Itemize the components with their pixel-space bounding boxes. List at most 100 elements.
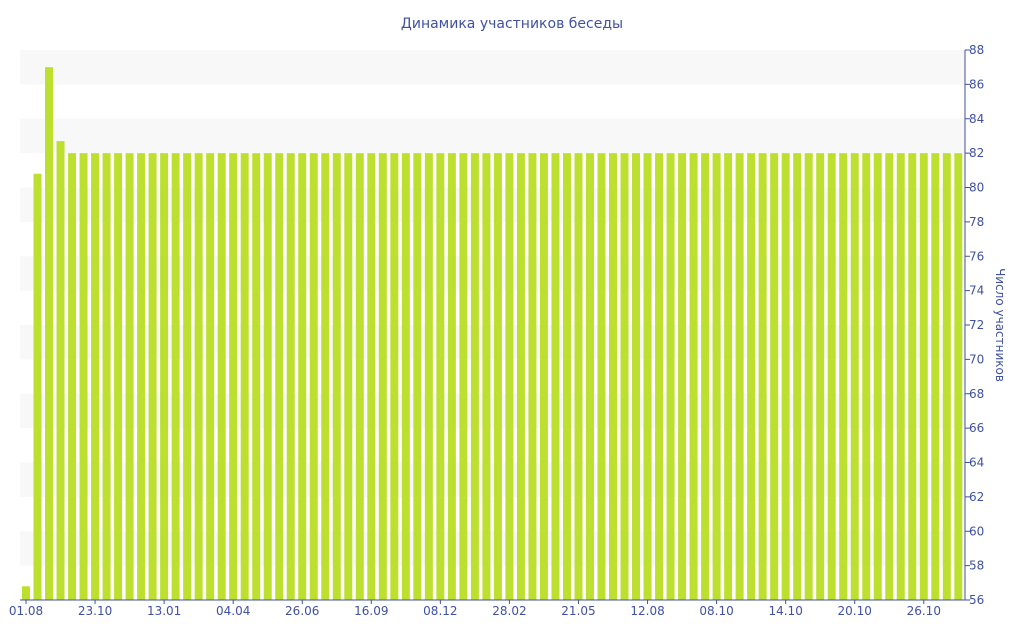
bar: [378, 153, 387, 600]
bar: [873, 153, 882, 600]
bar: [609, 153, 618, 600]
x-ticks: 01.08 23.10 13.01 04.04 26.06 16.09 08.12 28.02…: [9, 600, 941, 618]
bar: [206, 153, 215, 600]
bar: [896, 153, 905, 600]
x-tick-label: 13.01: [147, 604, 181, 618]
bar: [160, 153, 169, 600]
bar: [585, 153, 594, 600]
bar: [229, 153, 238, 600]
bar: [263, 153, 272, 600]
bar: [804, 153, 813, 600]
y-tick-label: 84: [969, 112, 984, 126]
bar: [528, 153, 537, 600]
bar: [747, 153, 756, 600]
bar: [839, 153, 848, 600]
bar: [850, 153, 859, 600]
bar: [885, 153, 894, 600]
x-tick-label: 21.05: [561, 604, 595, 618]
x-tick-label: 23.10: [78, 604, 112, 618]
bar: [56, 141, 65, 600]
bars: [22, 67, 963, 600]
x-tick-label: 12.08: [630, 604, 664, 618]
bar: [367, 153, 376, 600]
x-tick-label: 04.04: [216, 604, 250, 618]
bar: [493, 153, 502, 600]
bar: [862, 153, 871, 600]
chart-title: Динамика участников беседы: [401, 16, 623, 32]
bar: [22, 586, 30, 600]
bar: [45, 67, 54, 600]
bar: [286, 153, 295, 600]
bar: [505, 153, 514, 600]
x-tick-label: 20.10: [838, 604, 872, 618]
bar: [68, 153, 77, 600]
bar: [102, 153, 111, 600]
bar: [240, 153, 249, 600]
y-ticks: 56 58 60 62 64 66 68 70 72 74 76 78 80 82 84 86 88: [965, 43, 984, 607]
y-tick-label: 66: [969, 421, 984, 435]
bar: [597, 153, 606, 600]
bar: [620, 153, 629, 600]
bar: [33, 173, 42, 600]
y-tick-label: 56: [969, 593, 984, 607]
bar: [390, 153, 399, 600]
x-tick-label: 28.02: [492, 604, 526, 618]
bar: [758, 153, 767, 600]
bar: [931, 153, 940, 600]
y-tick-label: 58: [969, 559, 984, 573]
bar: [137, 153, 146, 600]
bar: [701, 153, 710, 600]
grid-band: [20, 50, 965, 85]
bar: [183, 153, 192, 600]
bar: [781, 153, 790, 600]
bar: [91, 153, 100, 600]
bar: [459, 153, 468, 600]
bar: [516, 153, 525, 600]
grid-band: [20, 118, 965, 154]
bar: [401, 153, 410, 600]
y-tick-label: 64: [969, 456, 984, 470]
bar: [735, 153, 744, 600]
bar: [482, 153, 491, 600]
bar: [148, 153, 157, 600]
bar: [447, 153, 456, 600]
bar: [632, 153, 641, 600]
bar: [666, 153, 675, 600]
bar: [470, 153, 479, 600]
x-tick-label: 26.10: [907, 604, 941, 618]
bar: [298, 153, 307, 600]
y-tick-label: 74: [969, 284, 984, 298]
bar: [954, 153, 963, 600]
x-tick-label: 14.10: [768, 604, 802, 618]
bar: [332, 153, 341, 600]
x-tick-label: 26.06: [285, 604, 319, 618]
bar: [562, 153, 571, 600]
bar: [355, 153, 364, 600]
x-tick-label: 16.09: [354, 604, 388, 618]
bar: [436, 153, 445, 600]
x-tick-label: 01.08: [9, 604, 43, 618]
y-tick-label: 86: [969, 77, 984, 91]
bar: [344, 153, 353, 600]
bar: [217, 153, 226, 600]
bar: [309, 153, 318, 600]
bar: [252, 153, 261, 600]
bar: [79, 153, 88, 600]
bar: [655, 153, 664, 600]
bar: [724, 153, 733, 600]
bar: [816, 153, 825, 600]
y-tick-label: 76: [969, 249, 984, 263]
bar: [919, 153, 928, 600]
bar: [114, 153, 123, 600]
x-tick-label: 08.12: [423, 604, 457, 618]
bar: [908, 153, 917, 600]
bar: [275, 153, 284, 600]
bar: [125, 153, 134, 600]
y-tick-label: 82: [969, 146, 984, 160]
bar: [413, 153, 422, 600]
bar: [712, 153, 721, 600]
y-tick-label: 78: [969, 215, 984, 229]
y-tick-label: 60: [969, 524, 984, 538]
bar: [539, 153, 548, 600]
